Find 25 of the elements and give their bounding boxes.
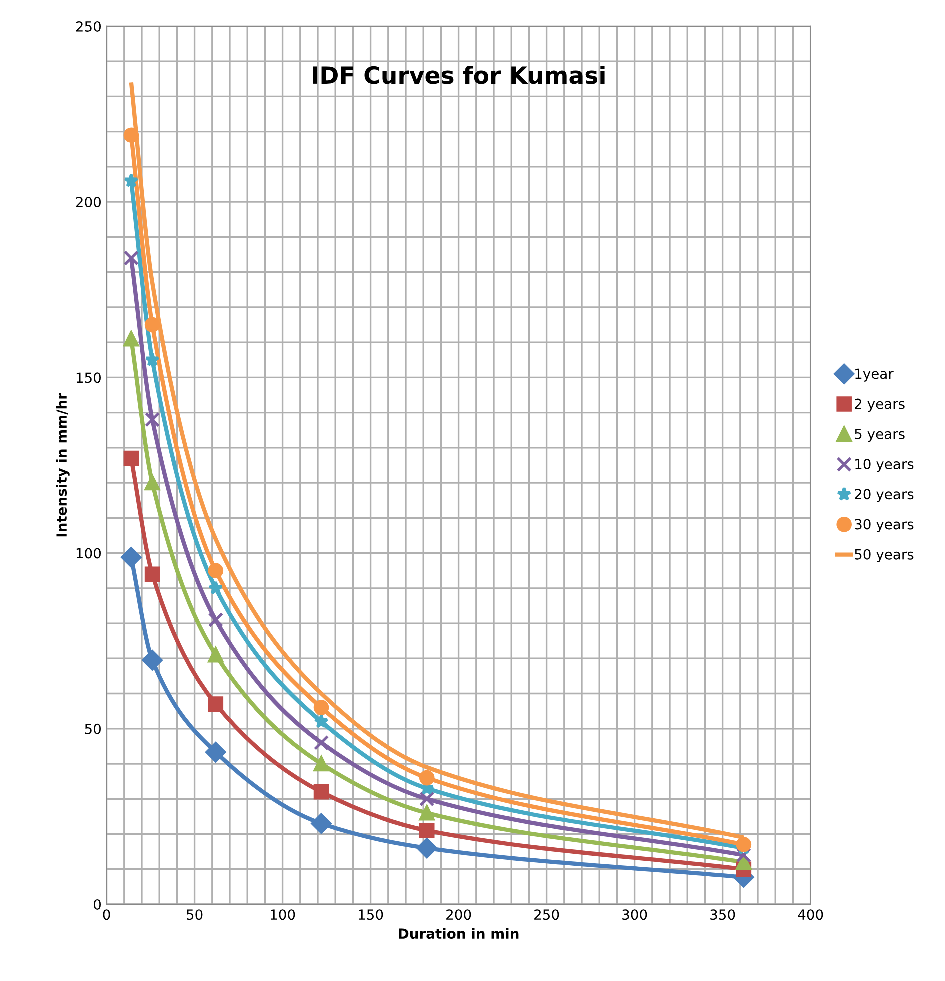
y-tick-label: 0 bbox=[94, 899, 101, 910]
y-tick-label: 250 bbox=[76, 21, 101, 32]
x-tick-label: 50 bbox=[187, 910, 203, 920]
x-tick-label: 0 bbox=[103, 910, 110, 920]
legend-label: 10 years bbox=[856, 459, 914, 472]
legend-label: 1year bbox=[856, 368, 894, 382]
y-tick-label: 50 bbox=[85, 724, 101, 734]
x-tick-label: 400 bbox=[798, 910, 824, 920]
x-tick-label: 200 bbox=[446, 910, 472, 920]
x-tick-label: 300 bbox=[622, 910, 648, 920]
legend-label: 30 years bbox=[855, 519, 914, 532]
y-tick-label: 200 bbox=[76, 197, 101, 208]
x-tick-label: 250 bbox=[534, 910, 560, 920]
y-tick-label: 150 bbox=[76, 372, 101, 384]
legend-label: 50 years bbox=[855, 549, 914, 563]
y-tick-label: 100 bbox=[76, 548, 101, 559]
legend-label: 20 years bbox=[855, 489, 914, 502]
x-axis-title: Duration in min bbox=[399, 928, 519, 940]
legend-label: 5 years bbox=[855, 429, 905, 442]
x-tick-label: 100 bbox=[271, 910, 296, 920]
legend-label: 2 years bbox=[855, 398, 905, 412]
x-tick-label: 350 bbox=[710, 910, 736, 920]
text: IDF Curves for Kumasi bbox=[313, 66, 605, 84]
y-axis-title: Intensity in mm/hr bbox=[56, 393, 70, 537]
x-tick-label: 150 bbox=[359, 910, 384, 920]
